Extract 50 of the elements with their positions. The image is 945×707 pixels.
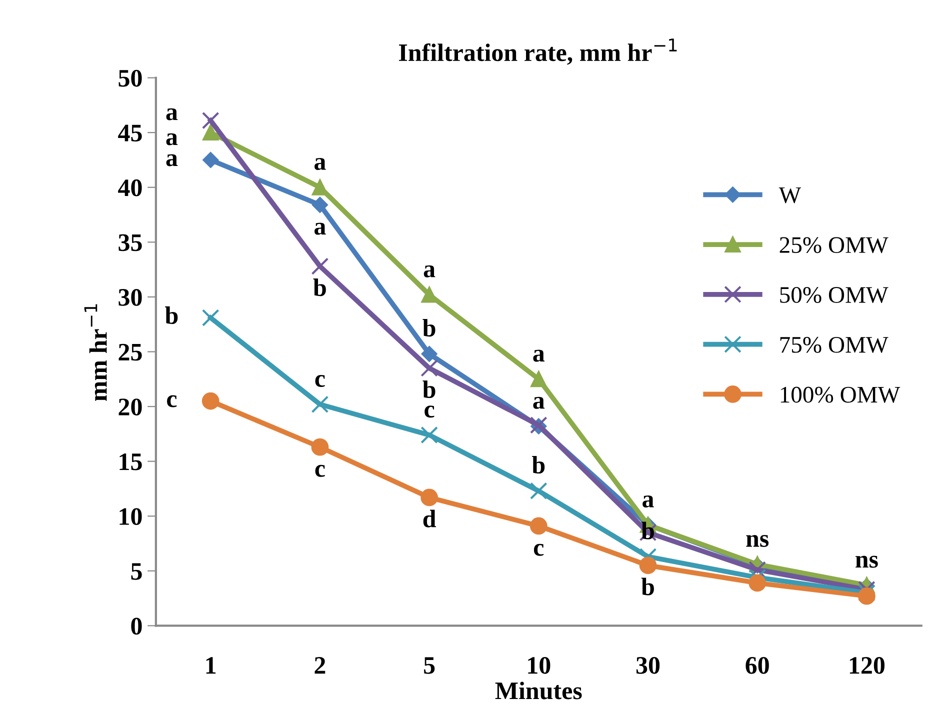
y-tick-label: 50: [118, 70, 142, 87]
y-tick-label: 40: [118, 179, 142, 196]
data-label: b: [641, 578, 654, 596]
y-axis-title: mm hr$^{−1}$: [84, 304, 107, 401]
y-tick-label: 10: [120, 508, 142, 526]
data-label: a: [166, 154, 178, 166]
data-label: a: [533, 396, 545, 409]
data-label: d: [423, 510, 436, 528]
data-label: b: [641, 522, 654, 540]
legend-label: W: [778, 187, 802, 204]
data-label: c: [315, 464, 325, 477]
x-tick-label: 5: [424, 657, 435, 674]
data-label: a: [314, 158, 326, 170]
y-tick-label: 20: [118, 398, 142, 416]
data-label: a: [533, 350, 545, 362]
data-label: b: [313, 278, 326, 296]
x-tick-label: 2: [314, 657, 326, 674]
data-label: b: [165, 306, 178, 324]
x-tick-label: 60: [746, 656, 769, 674]
y-tick-label: 15: [120, 453, 142, 470]
data-label: a: [314, 222, 326, 235]
y-tick-label: 35: [118, 234, 142, 252]
x-axis-title: Minutes: [495, 682, 582, 700]
data-label: a: [166, 108, 178, 120]
data-label: a: [642, 496, 654, 508]
x-tick-label: 1: [206, 657, 216, 674]
data-label: c: [534, 544, 544, 556]
data-label: b: [422, 318, 436, 337]
x-tick-label: 120: [850, 656, 884, 674]
y-tick-label: 25: [118, 344, 142, 361]
legend-label: 100% OMW: [780, 386, 900, 403]
data-label: c: [315, 374, 325, 387]
data-label: a: [424, 265, 436, 278]
y-tick-label: 30: [118, 288, 142, 306]
legend-label: 50% OMW: [780, 286, 888, 304]
legend-label: 25% OMW: [780, 237, 888, 254]
data-label: ns: [746, 534, 769, 547]
data-label: ns: [856, 556, 878, 568]
data-label: c: [167, 395, 177, 408]
data-label: c: [424, 406, 434, 418]
chart-title: Infiltration rate, mm hr$^{−1}$: [398, 38, 677, 65]
y-tick-label: 0: [131, 618, 142, 635]
data-label: b: [532, 456, 545, 474]
data-label: a: [166, 133, 178, 146]
legend-label: 75% OMW: [780, 336, 888, 353]
x-tick-label: 30: [636, 656, 660, 674]
y-tick-label: 45: [118, 124, 142, 142]
y-tick-label: 5: [131, 563, 142, 580]
x-tick-label: 10: [528, 656, 550, 674]
data-label: b: [422, 380, 436, 398]
